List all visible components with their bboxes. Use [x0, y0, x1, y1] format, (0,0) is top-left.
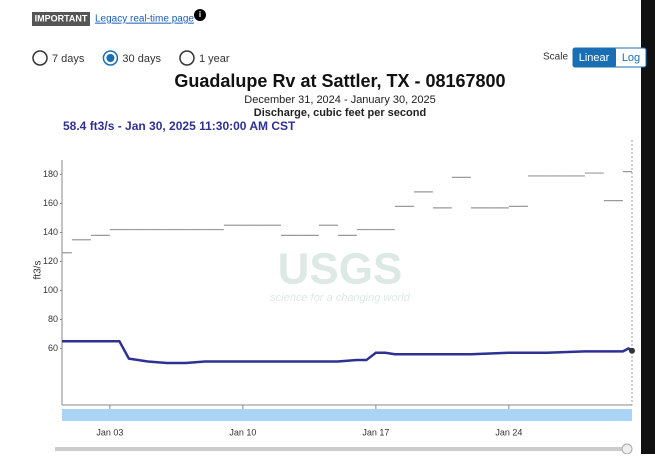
info-text: i: [199, 10, 201, 19]
legacy-link[interactable]: Legacy real-time page: [95, 14, 194, 25]
info-icon[interactable]: [194, 9, 206, 21]
period-radio-dot: [106, 54, 115, 62]
tooltip: 58.4 ft3/s - Jan 30, 2025 11:30:00 AM CS…: [63, 119, 296, 133]
watermark-tagline: science for a changing world: [270, 292, 410, 304]
last-point: [629, 347, 635, 354]
navigator[interactable]: [62, 409, 632, 421]
scale-log[interactable]: Log: [622, 52, 640, 64]
scale-label: Scale: [543, 52, 568, 63]
watermark: USGS: [278, 245, 403, 294]
y-tick-label: 160: [43, 198, 58, 208]
x-tick-label: Jan 03: [96, 427, 123, 437]
period-radio[interactable]: [32, 50, 48, 66]
y-tick-label: 140: [43, 227, 58, 237]
x-tick-label: Jan 24: [495, 427, 522, 437]
badge: IMPORTANT: [35, 13, 88, 23]
side-bar: [641, 0, 655, 454]
scroll-handle[interactable]: [621, 443, 633, 455]
chart-subtitle: December 31, 2024 - January 30, 2025: [244, 94, 435, 106]
x-tick-label: Jan 17: [362, 427, 389, 437]
y-tick-label: 60: [48, 343, 58, 353]
scale-active: [573, 48, 616, 67]
chart-title: Guadalupe Rv at Sattler, TX - 08167800: [174, 71, 505, 91]
badge-box: [32, 12, 90, 26]
discharge-line: [62, 339, 633, 365]
chart-subtitle2: Discharge, cubic feet per second: [254, 107, 426, 119]
period-radio[interactable]: [179, 50, 195, 66]
y-tick-label: 180: [43, 169, 58, 179]
y-tick-label: 120: [43, 256, 58, 266]
period-label[interactable]: 1 year: [199, 53, 230, 65]
x-tick-label: Jan 10: [229, 427, 256, 437]
y-tick-label: 80: [48, 314, 58, 324]
period-label[interactable]: 30 days: [122, 53, 161, 65]
y-axis-label: ft3/s: [33, 261, 44, 280]
scale-linear[interactable]: Linear: [579, 52, 610, 64]
y-tick-label: 100: [43, 285, 58, 295]
period-label[interactable]: 7 days: [52, 53, 85, 65]
